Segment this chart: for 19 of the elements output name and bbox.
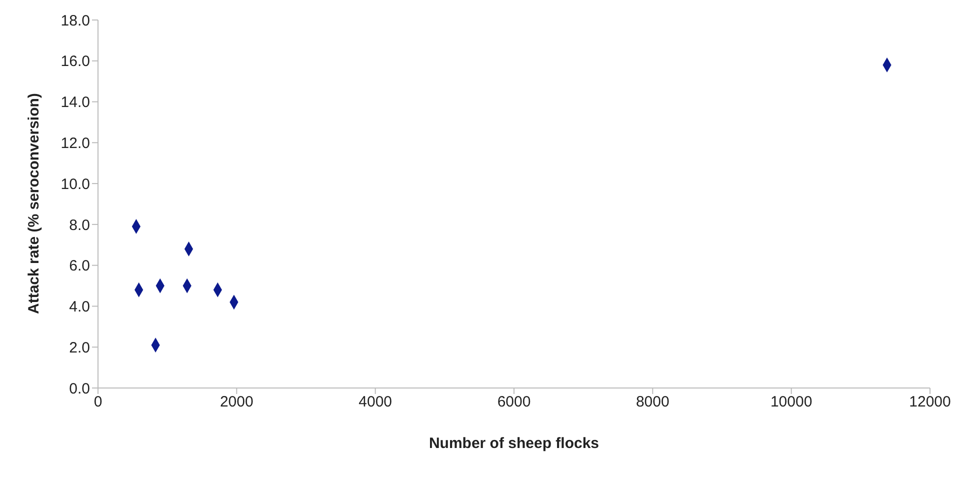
x-tick-label: 6000 (497, 394, 531, 411)
y-tick-label: 6.0 (69, 258, 90, 275)
y-axis-title: Attack rate (% seroconversion) (25, 93, 42, 314)
x-tick-label: 2000 (220, 394, 254, 411)
x-tick-label: 8000 (636, 394, 670, 411)
y-tick-label: 10.0 (60, 176, 90, 193)
x-tick-label: 4000 (358, 394, 392, 411)
x-tick-label: 12000 (909, 394, 951, 411)
y-tick-label: 2.0 (69, 339, 90, 356)
y-tick-label: 18.0 (60, 12, 90, 30)
x-tick-label: 10000 (770, 394, 812, 411)
y-tick-label: 4.0 (69, 298, 90, 316)
x-tick-label: 0 (94, 394, 102, 411)
y-tick-label: 16.0 (60, 53, 90, 70)
y-tick-label: 14.0 (60, 94, 90, 112)
y-tick-label: 0.0 (69, 380, 90, 398)
y-tick-label: 12.0 (60, 134, 90, 152)
x-axis-title: Number of sheep flocks (428, 435, 600, 452)
y-tick-label: 8.0 (69, 216, 90, 234)
